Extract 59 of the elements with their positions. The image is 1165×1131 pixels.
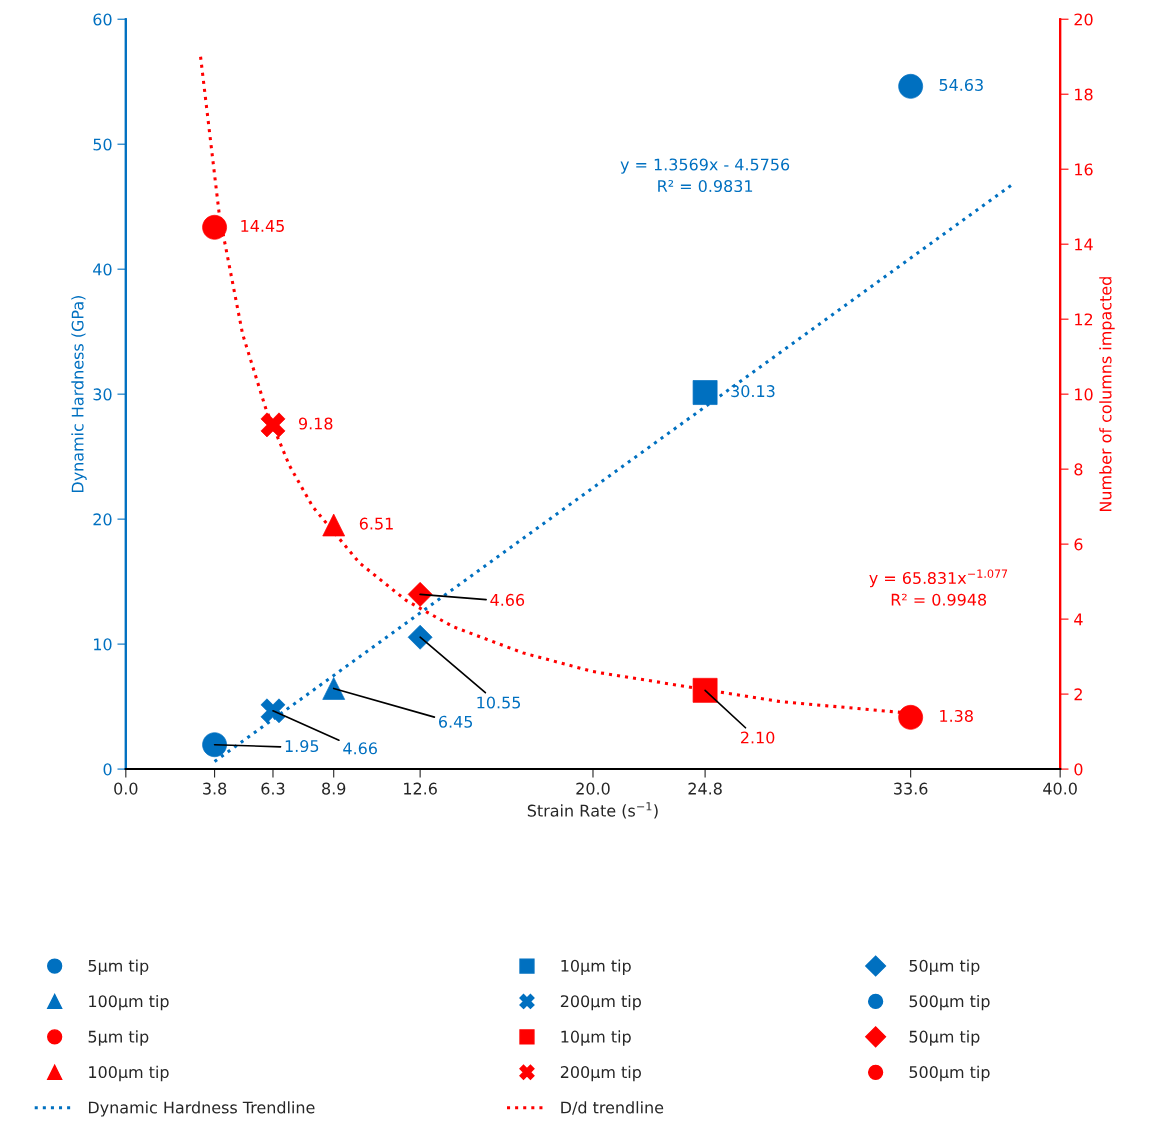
y-tick-label: 30 — [93, 388, 112, 401]
legend-label: 100µm tip — [89, 1065, 169, 1082]
legend-label: 10µm tip — [561, 1030, 631, 1046]
data-label: 2.10 — [741, 731, 775, 744]
y-tick-label: 0 — [103, 763, 112, 776]
y-tick-label: 40 — [93, 263, 112, 276]
legend-label: 5µm tip — [88, 959, 149, 975]
legend-label: 100µm tip — [89, 994, 169, 1011]
x-tick-label: 33.6 — [894, 782, 928, 795]
data-label: 1.38 — [940, 709, 973, 722]
y2-tick-label: 0 — [1074, 763, 1083, 776]
data-label: 10.55 — [477, 696, 521, 709]
x-tick-label: 40.0 — [1043, 782, 1077, 795]
legend-label: D/d trendline — [561, 1101, 664, 1115]
text: y = 65.831x$^{−1.077}$ R² = 0.9948 — [869, 569, 1008, 606]
y2-axis-title: Number of columns impacted — [1099, 277, 1115, 512]
data-label: 4.66 — [490, 593, 525, 606]
data-label: 4.66 — [343, 742, 377, 755]
y2-tick-label: 18 — [1075, 88, 1093, 101]
data-label: 6.45 — [438, 715, 473, 728]
y2-tick-label: 8 — [1074, 463, 1083, 476]
x-tick-label: 20.0 — [576, 782, 610, 795]
legend-label: 50µm tip — [909, 959, 980, 975]
legend-label: 200µm tip — [560, 1065, 641, 1082]
y2-tick-label: 4 — [1074, 613, 1083, 626]
legend-label: 500µm tip — [909, 1065, 990, 1082]
legend-label: 500µm tip — [909, 994, 990, 1011]
x-tick-label: 8.9 — [322, 782, 346, 795]
legend-label: Dynamic Hardness Trendline — [88, 1101, 315, 1117]
x-tick-label: 12.6 — [404, 782, 437, 795]
y2-tick-label: 10 — [1075, 388, 1093, 401]
point — [202, 214, 227, 240]
data-label: 54.63 — [939, 78, 983, 91]
annotation: y = 1.3569x - 4.5756 R² = 0.9831 — [620, 158, 790, 193]
legend-label: 5µm tip — [88, 1030, 149, 1046]
y2-tick-label: 6 — [1074, 538, 1083, 551]
data-label: 1.95 — [285, 740, 319, 753]
legend-label: 50µm tip — [909, 1030, 980, 1046]
legend-label: 200µm tip — [560, 994, 641, 1011]
y-tick-label: 50 — [93, 138, 112, 151]
y2-tick-label: 2 — [1074, 688, 1082, 701]
x-tick-label: 24.8 — [688, 782, 722, 795]
data-label: 30.13 — [731, 385, 775, 398]
x-tick-label: 3.8 — [203, 782, 227, 795]
data-label: 6.51 — [359, 517, 393, 530]
y2-tick-label: 14 — [1075, 238, 1093, 251]
legend-label: 10µm tip — [561, 959, 631, 975]
y2-tick-label: 20 — [1074, 13, 1093, 26]
y-axis-title: Dynamic Hardness (GPa) — [71, 296, 87, 493]
y2-tick-label: 16 — [1075, 163, 1093, 176]
data-label: 14.45 — [241, 220, 284, 232]
x-tick-label: 0.0 — [114, 782, 138, 795]
y-tick-label: 10 — [94, 638, 112, 651]
data-label: 9.18 — [298, 417, 333, 430]
y-tick-label: 20 — [93, 513, 112, 526]
x-axis-title: Strain Rate (s$^{−1}$) — [527, 802, 658, 819]
y-tick-label: 60 — [93, 13, 112, 26]
y2-tick-label: 12 — [1075, 313, 1093, 326]
x-tick-label: 6.3 — [261, 782, 285, 795]
